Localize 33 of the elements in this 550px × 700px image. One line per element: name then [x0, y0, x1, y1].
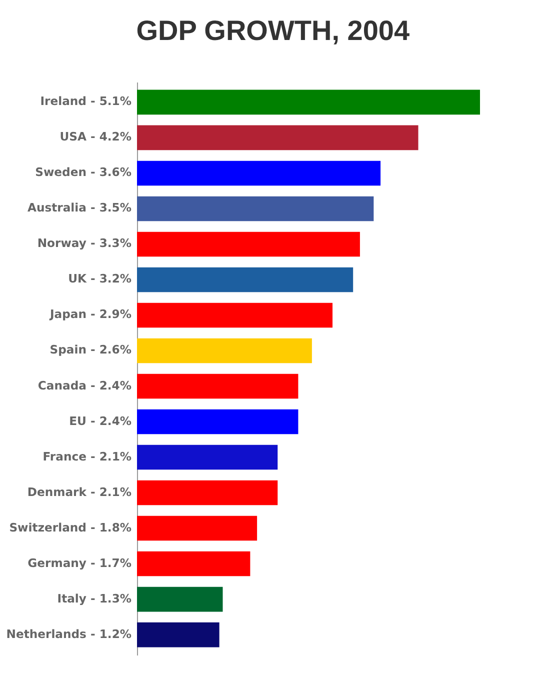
y-tick-label: Spain - 2.6%: [50, 342, 132, 357]
bar: [137, 586, 223, 612]
y-tick-label: Ireland - 5.1%: [40, 94, 132, 108]
bar: [137, 90, 480, 115]
y-tick-label: Sweden - 3.6%: [35, 165, 132, 180]
y-tick-label: Norway - 3.3%: [37, 236, 132, 250]
y-tick-label: Denmark - 2.1%: [27, 484, 132, 499]
y-tick-label: Japan - 2.9%: [48, 307, 132, 322]
y-tick-label: Germany - 1.7%: [28, 556, 132, 570]
bar: [137, 516, 258, 541]
bar: [137, 160, 381, 186]
bar: [137, 267, 354, 292]
bar: [137, 232, 360, 257]
bar: [137, 551, 250, 576]
y-tick-label: Canada - 2.4%: [38, 378, 132, 392]
bar: [137, 374, 298, 399]
bar: [137, 338, 312, 364]
y-tick-label: France - 2.1%: [42, 449, 132, 464]
y-tick-label: Netherlands - 1.2%: [6, 626, 132, 641]
y-tick-label: UK - 3.2%: [68, 272, 132, 286]
y-tick-label: EU - 2.4%: [69, 414, 132, 428]
bar: [137, 444, 278, 470]
y-tick-label: USA - 4.2%: [60, 130, 132, 144]
bar: [137, 302, 333, 328]
y-tick-label: Switzerland - 1.8%: [9, 520, 132, 534]
bar: [137, 196, 374, 222]
chart-title: GDP GROWTH, 2004: [136, 15, 410, 46]
bar: [137, 409, 298, 434]
bar: [137, 480, 278, 506]
bar: [137, 622, 220, 648]
y-tick-label: Italy - 1.3%: [57, 591, 132, 606]
y-tick-label: Australia - 3.5%: [27, 200, 132, 215]
bar: [137, 125, 418, 150]
